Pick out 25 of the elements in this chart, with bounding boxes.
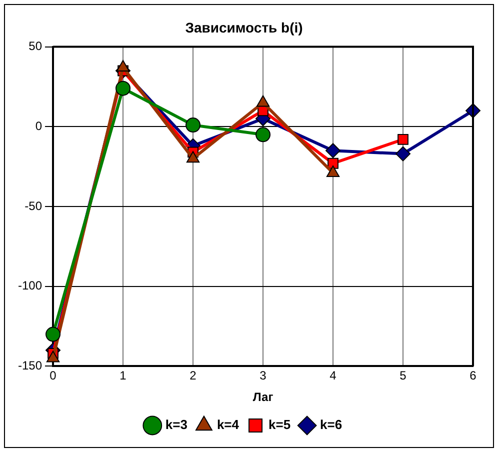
legend-label: k=5 bbox=[268, 417, 291, 432]
x-tick-label: 3 bbox=[260, 368, 267, 383]
point bbox=[46, 326, 61, 342]
point bbox=[396, 146, 411, 162]
legend-label: k=6 bbox=[320, 417, 342, 432]
point bbox=[326, 143, 341, 158]
y-tick-label: -100 bbox=[18, 278, 42, 293]
y-tick-label: 0 bbox=[35, 118, 42, 133]
x-tick-label: 4 bbox=[330, 368, 337, 383]
legend-label: k=4 bbox=[216, 417, 240, 432]
point bbox=[398, 134, 408, 145]
point bbox=[186, 118, 201, 133]
x-tick-label: 5 bbox=[400, 368, 407, 383]
x-tick-label: 0 bbox=[50, 368, 57, 383]
legend-label: k=3 bbox=[165, 417, 188, 432]
x-tick-label: 6 bbox=[470, 368, 477, 383]
y-tick-label: 50 bbox=[28, 39, 42, 54]
point bbox=[116, 80, 131, 96]
x-tick-label: 1 bbox=[120, 368, 127, 383]
x-tick-label: 2 bbox=[190, 368, 197, 383]
chart-title: Зависимость b(i) bbox=[185, 19, 303, 36]
y-tick-label: -150 bbox=[18, 358, 42, 373]
x-axis-title: Лаг bbox=[252, 390, 274, 404]
y-tick-label: -50 bbox=[24, 198, 42, 213]
point bbox=[256, 127, 271, 142]
